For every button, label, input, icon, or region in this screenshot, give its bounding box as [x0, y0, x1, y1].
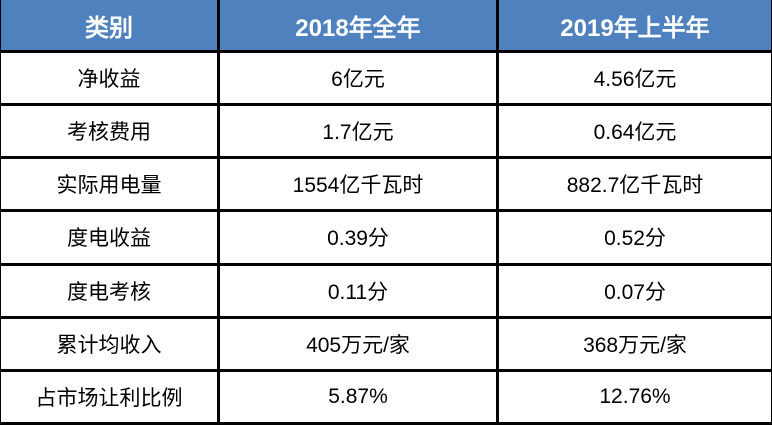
row-label: 实际用电量: [0, 156, 220, 213]
table-row-per-kwh-assessment: 度电考核 0.11分 0.07分: [0, 262, 772, 319]
header-row: 类别 2018年全年 2019年上半年: [0, 0, 772, 53]
row-label: 累计均收入: [0, 315, 220, 372]
header-cell-2018-full-year: 2018年全年: [217, 0, 499, 53]
value-2018: 0.39分: [217, 209, 499, 266]
value-2018: 1554亿千瓦时: [217, 156, 499, 213]
value-2019: 4.56亿元: [496, 49, 772, 107]
row-label: 占市场让利比例: [0, 368, 220, 425]
value-2018: 5.87%: [217, 368, 499, 425]
value-2018: 6亿元: [217, 49, 499, 107]
table-row-market-concession-ratio: 占市场让利比例 5.87% 12.76%: [0, 368, 772, 425]
table-row-assessment-fee: 考核费用 1.7亿元 0.64亿元: [0, 103, 772, 160]
value-2018: 405万元/家: [217, 315, 499, 372]
value-2018: 1.7亿元: [217, 103, 499, 160]
value-2019: 368万元/家: [496, 315, 772, 372]
table-row-cumulative-average-income: 累计均收入 405万元/家 368万元/家: [0, 315, 772, 372]
value-2019: 0.52分: [496, 209, 772, 266]
header-cell-category: 类别: [0, 0, 220, 53]
row-label: 度电收益: [0, 209, 220, 266]
value-2019: 0.64亿元: [496, 103, 772, 160]
header-cell-2019-first-half: 2019年上半年: [496, 0, 772, 53]
value-2018: 0.11分: [217, 262, 499, 319]
value-2019: 882.7亿千瓦时: [496, 156, 772, 213]
row-label: 净收益: [0, 49, 220, 107]
row-label: 度电考核: [0, 262, 220, 319]
table-row-actual-electricity-usage: 实际用电量 1554亿千瓦时 882.7亿千瓦时: [0, 156, 772, 213]
table-row-net-income: 净收益 6亿元 4.56亿元: [0, 49, 772, 107]
row-label: 考核费用: [0, 103, 220, 160]
table-row-per-kwh-income: 度电收益 0.39分 0.52分: [0, 209, 772, 266]
value-2019: 0.07分: [496, 262, 772, 319]
value-2019: 12.76%: [496, 368, 772, 425]
